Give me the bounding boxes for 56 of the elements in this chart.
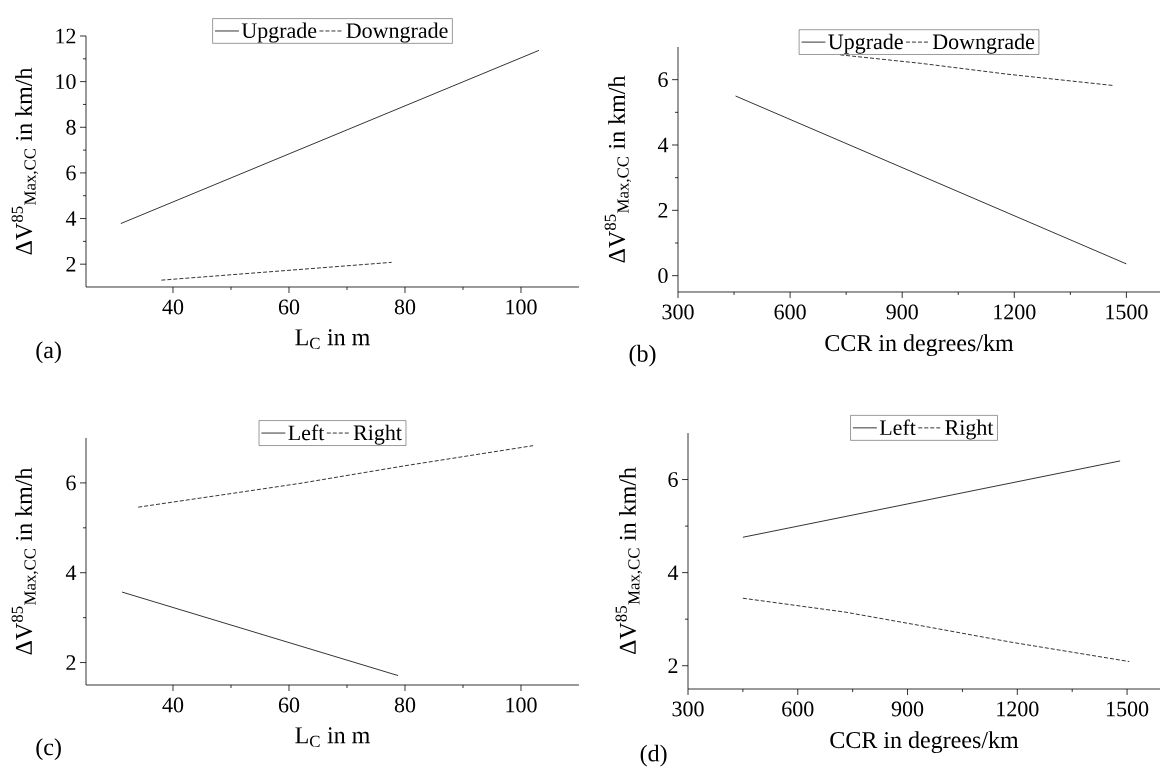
y-tick-label: 12 [56, 28, 76, 44]
x-tick-label: 40 [162, 299, 184, 315]
legend-label: Downgrade [932, 33, 1035, 54]
y-tick-label: 4 [65, 211, 77, 226]
x-tick-label: 100 [506, 697, 537, 713]
x-axis-title: L$_{C}$ in m [295, 329, 370, 350]
y-tick-label: 4 [657, 137, 669, 153]
x-tick-label: 1200 [994, 304, 1036, 320]
x-tick-label: 1200 [997, 701, 1039, 717]
line-series [742, 597, 1130, 662]
text: (d) [640, 744, 667, 767]
legend-label: Upgrade [241, 22, 317, 43]
x-tick-label: 600 [782, 701, 814, 717]
x-tick-label: 80 [394, 697, 416, 713]
legend-label: Upgrade [828, 33, 903, 54]
x-tick-label: 100 [506, 299, 537, 315]
x-tick-label: 900 [891, 701, 924, 717]
text: (c) [36, 738, 61, 761]
y-tick-label: 10 [56, 74, 76, 90]
y-axis-title: ΔV$^{85}$$_{Max,CC}$ in km/h [604, 75, 632, 263]
y-tick-label: 2 [668, 658, 678, 674]
x-tick-label: 60 [278, 299, 300, 315]
x-tick-label: 60 [278, 697, 300, 713]
y-tick-label: 6 [66, 165, 76, 181]
y-tick-label: 0 [658, 268, 668, 284]
y-tick-label: 2 [658, 203, 668, 218]
y-tick-label: 8 [66, 119, 76, 135]
x-tick-label: 600 [774, 304, 806, 320]
x-tick-label: 1500 [1107, 701, 1149, 717]
y-tick-label: 6 [658, 72, 668, 88]
x-tick-label: 300 [672, 701, 704, 717]
x-axis-title: L$_{C}$ in m [295, 727, 370, 748]
text: (b) [629, 344, 656, 367]
x-tick-label: 300 [662, 304, 694, 320]
legend-label: Left [288, 424, 325, 441]
legend-label: Left [879, 419, 916, 436]
y-axis-title: ΔV$^{85}$$_{Max,CC}$ in km/h [615, 467, 642, 655]
x-axis-title: CCR in degrees/km [830, 731, 1019, 754]
legend-label: Right [945, 419, 994, 440]
y-tick-label: 4 [65, 565, 77, 580]
legend-label: Downgrade [346, 22, 448, 43]
y-tick-label: 6 [66, 475, 76, 491]
x-axis-title: CCR in degrees/km [825, 334, 1014, 357]
line-series [137, 445, 534, 508]
y-tick-label: 2 [66, 655, 76, 670]
y-tick-label: 4 [667, 565, 679, 580]
y-tick-label: 2 [66, 256, 76, 272]
x-tick-label: 40 [162, 697, 184, 713]
y-tick-label: 6 [668, 472, 678, 487]
x-tick-label: 80 [394, 299, 416, 315]
x-tick-label: 900 [886, 304, 918, 320]
text: (a) [36, 341, 61, 364]
y-axis-title: ΔV$^{85}$$_{Max,CC}$ in km/h [11, 67, 39, 255]
x-tick-label: 1500 [1106, 304, 1148, 320]
legend-label: Right [353, 424, 402, 445]
y-axis-title: ΔV$^{85}$$_{Max,CC}$ in km/h [11, 467, 39, 655]
